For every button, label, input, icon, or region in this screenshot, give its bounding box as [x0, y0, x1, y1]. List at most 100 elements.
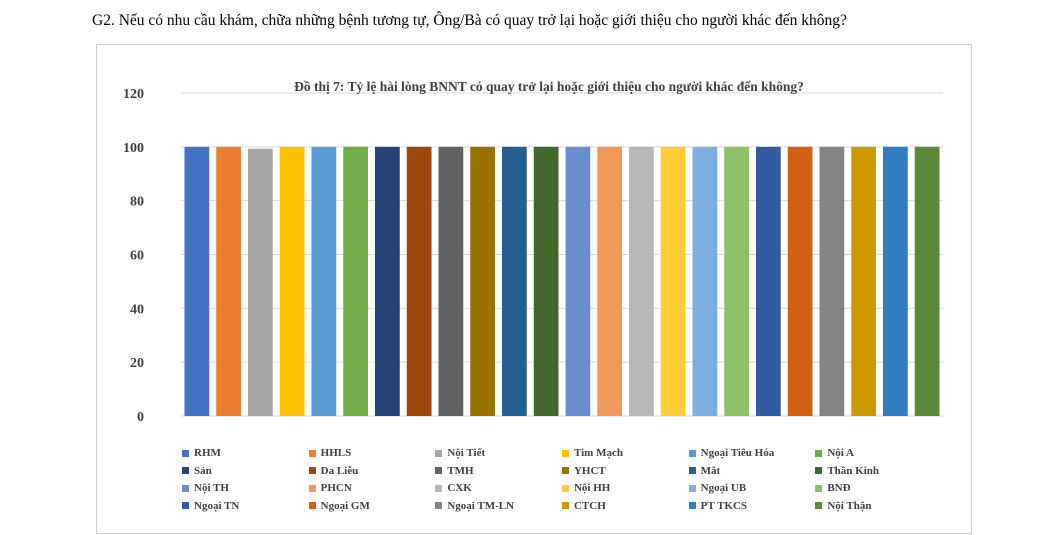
legend-item: RHM [182, 446, 309, 461]
legend-swatch [688, 502, 696, 510]
legend-item: Sản [182, 464, 309, 479]
y-tick-label: 80 [130, 195, 144, 210]
y-tick-label: 60 [130, 249, 144, 264]
y-axis: 0 20 40 60 80 100 120 [123, 87, 144, 425]
legend-label: Nội Thận [827, 499, 872, 512]
bar-4 [279, 146, 305, 416]
legend-swatch [308, 484, 316, 492]
bar-1 [184, 146, 210, 416]
legend-label: Tim Mạch [573, 447, 623, 460]
legend-item: Da Liễu [308, 464, 436, 479]
legend-label: Mắt [700, 464, 721, 477]
legend-label: YHCT [573, 464, 606, 477]
legend-swatch [308, 502, 316, 510]
legend-item: Mắt [688, 464, 816, 479]
gridlines [181, 92, 943, 417]
legend-item: HHLS [308, 446, 436, 461]
legend-swatch [815, 484, 823, 492]
legend-item: PHCN [308, 481, 436, 496]
y-tick-label: 40 [130, 302, 144, 317]
legend-swatch [561, 449, 569, 457]
legend-label: Sản [194, 464, 212, 477]
legend-swatch [435, 484, 443, 492]
legend-swatch [561, 502, 569, 510]
bar-21 [819, 146, 845, 416]
legend-label: RHM [194, 447, 221, 460]
bar-5 [311, 146, 337, 416]
legend-swatch [688, 467, 696, 475]
legend-item: CTCH [561, 499, 689, 514]
legend-label: Nội HH [573, 482, 611, 495]
legend-item: Nội TH [182, 481, 309, 496]
legend-swatch [688, 449, 696, 457]
legend-label: Nội A [827, 447, 854, 460]
bar-17 [692, 146, 718, 416]
y-tick-label: 0 [137, 410, 144, 425]
bar-10 [470, 146, 496, 416]
legend: RHM HHLS Nội Tiết Tim Mạch Ngoại Tiêu Hóa Nội… [182, 446, 942, 513]
legend-item: Ngoại UB [688, 481, 816, 496]
bar-12 [533, 146, 559, 416]
legend-label: TMH [447, 464, 474, 477]
y-tick-label: 120 [123, 87, 144, 102]
legend-label: BNĐ [827, 482, 851, 495]
legend-swatch [815, 467, 823, 475]
bar-23 [882, 146, 908, 416]
legend-label: Ngoại TN [194, 499, 240, 512]
y-tick-label: 100 [123, 141, 144, 156]
legend-item: Ngoại TM-LN [435, 499, 562, 514]
bar-chart: 0 20 40 60 80 100 120 Đồ thị 7: Tỷ lệ hài lòng… [123, 79, 943, 425]
chart-frame: 0 20 40 60 80 100 120 Đồ thị 7: Tỷ lệ hài lòng… [96, 44, 972, 534]
legend-item: Nội Tiết [435, 446, 562, 461]
legend-item: Ngoại TN [182, 499, 309, 514]
legend-label: Ngoại Tiêu Hóa [700, 447, 775, 460]
bar-14 [597, 146, 623, 416]
bar-9 [438, 146, 464, 416]
legend-item: Tim Mạch [561, 446, 689, 461]
bar-16 [660, 146, 686, 416]
legend-swatch [182, 449, 189, 457]
legend-label: CXK [447, 482, 472, 495]
chart-title: Đồ thị 7: Tỷ lệ hài lòng BNNT có quay tr… [294, 79, 804, 94]
legend-item: CXK [435, 481, 562, 496]
bar-18 [724, 146, 750, 416]
bar-20 [787, 146, 813, 416]
legend-swatch [182, 484, 189, 492]
bar-3 [247, 148, 273, 416]
legend-swatch [308, 467, 316, 475]
legend-swatch [688, 484, 696, 492]
legend-item: TMH [435, 464, 562, 479]
legend-swatch [435, 467, 443, 475]
legend-item: Ngoại GM [308, 499, 436, 514]
legend-label: Nội Tiết [447, 447, 486, 460]
bar-7 [374, 146, 400, 416]
legend-label: HHLS [320, 447, 352, 460]
bar-2 [216, 146, 242, 416]
bar-24 [914, 146, 940, 416]
legend-item: Nội HH [561, 481, 689, 496]
legend-item: PT TKCS [688, 499, 816, 514]
legend-label: Nội TH [194, 482, 229, 495]
legend-swatch [308, 449, 316, 457]
legend-item: YHCT [561, 464, 689, 479]
legend-label: Ngoại TM-LN [447, 499, 515, 512]
legend-label: Ngoại UB [700, 482, 747, 495]
bar-13 [565, 146, 591, 416]
legend-label: PHCN [320, 482, 352, 495]
legend-item: Nội Thận [815, 499, 942, 514]
legend-label: Thần Kinh [827, 464, 879, 477]
bar-15 [628, 146, 654, 416]
legend-label: Da Liễu [320, 464, 359, 477]
legend-label: PT TKCS [700, 499, 748, 512]
bar-22 [851, 146, 877, 416]
legend-swatch [435, 449, 443, 457]
bar-19 [755, 146, 781, 416]
bars [184, 146, 940, 416]
legend-item: Thần Kinh [815, 464, 942, 479]
legend-swatch [561, 467, 569, 475]
legend-label: Ngoại GM [320, 499, 370, 512]
legend-swatch [182, 502, 189, 510]
legend-item: Ngoại Tiêu Hóa [688, 446, 816, 461]
y-tick-label: 20 [130, 356, 144, 371]
legend-swatch [815, 502, 823, 510]
